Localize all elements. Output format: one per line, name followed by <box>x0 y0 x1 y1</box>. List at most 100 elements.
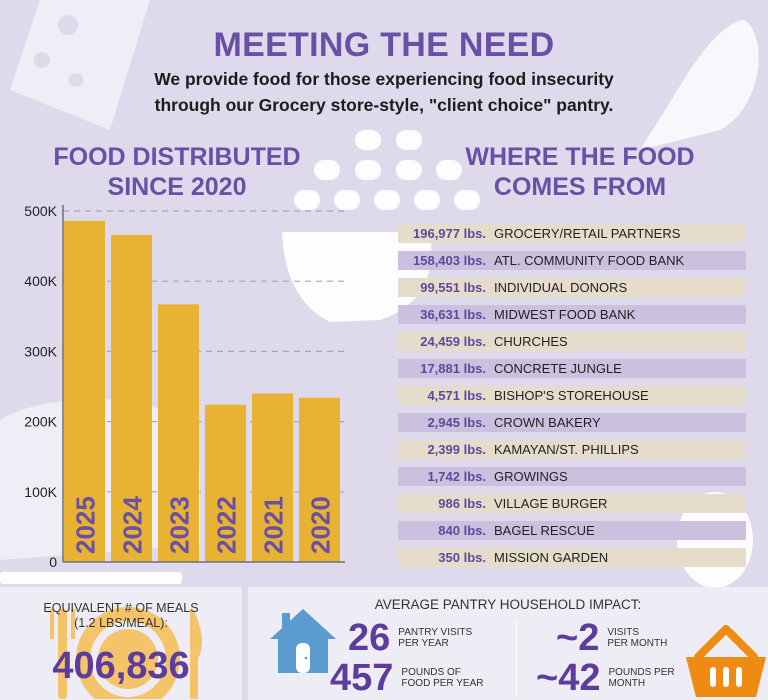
stat-visits-per-month: ~2 VISITS PER MONTH <box>556 619 677 657</box>
food-source-row: 350 lbs. MISSION GARDEN <box>398 548 746 567</box>
food-source-pounds: 1,742 lbs. <box>427 469 486 484</box>
food-source-pounds: 4,571 lbs. <box>427 388 486 403</box>
food-source-name: GROWINGS <box>494 469 568 484</box>
food-distributed-heading-line-1: FOOD DISTRIBUTED <box>53 143 301 171</box>
bar-year-label: 2025 <box>71 496 101 554</box>
stat-number: ~42 <box>536 657 601 699</box>
stat-label: VISITS PER MONTH <box>607 627 677 649</box>
basket-icon <box>686 625 766 697</box>
stat-number: ~2 <box>556 617 600 659</box>
food-source-pounds: 2,399 lbs. <box>427 442 486 457</box>
food-source-pounds: 17,881 lbs. <box>420 361 486 376</box>
y-tick-label: 200K <box>24 414 57 430</box>
household-impact-panel: AVERAGE PANTRY HOUSEHOLD IMPACT: 26 PANT… <box>248 587 768 700</box>
bar-2022 <box>205 404 246 562</box>
bar-year-label: 2023 <box>165 496 195 554</box>
food-source-row: 17,881 lbs. CONCRETE JUNGLE <box>398 359 746 378</box>
stat-label: PANTRY VISITS PER YEAR <box>398 627 488 649</box>
subtitle-line-1: We provide food for those experiencing f… <box>154 69 614 89</box>
stat-label-line-1: POUNDS OF <box>401 667 461 678</box>
food-source-pounds: 986 lbs. <box>438 496 486 511</box>
food-source-name: KAMAYAN/ST. PHILLIPS <box>494 442 639 457</box>
meals-label: EQUIVALENT # OF MEALS (1.2 LBS/MEAL): <box>0 601 242 631</box>
meals-panel: EQUIVALENT # OF MEALS (1.2 LBS/MEAL): 40… <box>0 587 242 700</box>
food-source-name: CHURCHES <box>494 334 568 349</box>
food-source-name: ATL. COMMUNITY FOOD BANK <box>494 253 685 268</box>
food-source-row: 196,977 lbs. GROCERY/RETAIL PARTNERS <box>398 224 746 243</box>
y-tick-label: 0 <box>49 554 57 570</box>
food-source-row: 99,551 lbs. INDIVIDUAL DONORS <box>398 278 746 297</box>
stat-pounds-per-month: ~42 POUNDS PER MONTH <box>536 659 678 697</box>
page-title: MEETING THE NEED <box>213 26 555 64</box>
food-distributed-heading: FOOD DISTRIBUTED SINCE 2020 <box>32 142 322 202</box>
food-source-pounds: 196,977 lbs. <box>413 226 486 241</box>
food-source-pounds: 840 lbs. <box>438 523 486 538</box>
food-sources-list: 196,977 lbs. GROCERY/RETAIL PARTNERS 158,4… <box>398 224 746 575</box>
stat-label-line-1: PANTRY VISITS <box>398 627 473 638</box>
bar-year-label: 2021 <box>259 496 289 554</box>
food-source-row: 2,945 lbs. CROWN BAKERY <box>398 413 746 432</box>
stat-label: POUNDS PER MONTH <box>608 667 678 689</box>
y-tick-label: 100K <box>24 484 57 500</box>
food-source-pounds: 36,631 lbs. <box>420 307 486 322</box>
stat-label-line-2: MONTH <box>608 678 646 689</box>
food-sources-heading-line-1: WHERE THE FOOD <box>465 143 695 171</box>
food-source-name: MISSION GARDEN <box>494 550 609 565</box>
food-source-row: 2,399 lbs. KAMAYAN/ST. PHILLIPS <box>398 440 746 459</box>
stat-number: 26 <box>348 617 391 659</box>
stat-label-line-2: PER MONTH <box>607 638 668 649</box>
stat-label-line-2: PER YEAR <box>398 638 449 649</box>
subtitle-line-2: through our Grocery store-style, "client… <box>154 95 614 115</box>
bar-2024 <box>111 234 152 563</box>
food-source-pounds: 158,403 lbs. <box>413 253 486 268</box>
food-source-name: GROCERY/RETAIL PARTNERS <box>494 226 681 241</box>
bowl-icon <box>282 232 432 322</box>
impact-title: AVERAGE PANTRY HOUSEHOLD IMPACT: <box>374 597 642 612</box>
food-source-row: 4,571 lbs. BISHOP'S STOREHOUSE <box>398 386 746 405</box>
food-source-pounds: 24,459 lbs. <box>420 334 486 349</box>
food-source-row: 158,403 lbs. ATL. COMMUNITY FOOD BANK <box>398 251 746 270</box>
food-source-pounds: 350 lbs. <box>438 550 486 565</box>
meals-label-line-1: EQUIVALENT # OF MEALS <box>43 601 199 615</box>
bar-year-label: 2024 <box>118 496 148 554</box>
food-source-name: BAGEL RESCUE <box>494 523 595 538</box>
food-source-row: 1,742 lbs. GROWINGS <box>398 467 746 486</box>
cheese-icon <box>10 0 150 130</box>
y-tick-label: 400K <box>24 273 57 289</box>
carrot-icon <box>640 20 759 150</box>
bar-2023 <box>158 304 199 562</box>
page-subtitle: We provide food for those experiencing f… <box>0 66 768 118</box>
food-sources-heading: WHERE THE FOOD COMES FROM <box>430 142 730 202</box>
stat-label-line-1: VISITS <box>607 627 640 638</box>
stat-pounds-per-year: 457 POUNDS OF FOOD PER YEAR <box>330 659 491 697</box>
food-source-name: BISHOP'S STOREHOUSE <box>494 388 649 403</box>
food-sources-heading-line-2: COMES FROM <box>493 173 667 201</box>
food-source-row: 986 lbs. VILLAGE BURGER <box>398 494 746 513</box>
y-tick-label: 300K <box>24 343 57 359</box>
stat-label-line-2: FOOD PER YEAR <box>401 678 484 689</box>
food-source-row: 840 lbs. BAGEL RESCUE <box>398 521 746 540</box>
grain-dots <box>294 130 480 210</box>
food-source-name: VILLAGE BURGER <box>494 496 608 511</box>
bar-year-label: 2022 <box>212 496 242 554</box>
food-source-row: 36,631 lbs. MIDWEST FOOD BANK <box>398 305 746 324</box>
food-source-name: MIDWEST FOOD BANK <box>494 307 636 322</box>
meals-value: 406,836 <box>52 645 190 687</box>
bar-year-label: 2020 <box>306 496 336 554</box>
food-source-row: 24,459 lbs. CHURCHES <box>398 332 746 351</box>
y-tick-label: 500K <box>24 203 57 219</box>
food-distributed-chart: 0 100K 200K 300K 400K 500K 2025 2024 2023 2022 202… <box>24 203 345 570</box>
house-icon <box>270 609 336 673</box>
stat-label-line-1: POUNDS PER <box>608 667 675 678</box>
food-source-name: CROWN BAKERY <box>494 415 601 430</box>
bar-2020 <box>299 397 340 562</box>
stat-visits-per-year: 26 PANTRY VISITS PER YEAR <box>348 619 488 657</box>
bar-2025 <box>64 220 105 562</box>
stat-label: POUNDS OF FOOD PER YEAR <box>401 667 491 689</box>
meals-label-line-2: (1.2 LBS/MEAL): <box>74 616 168 630</box>
food-source-pounds: 2,945 lbs. <box>427 415 486 430</box>
food-distributed-heading-line-2: SINCE 2020 <box>107 173 247 201</box>
food-source-name: CONCRETE JUNGLE <box>494 361 622 376</box>
food-source-pounds: 99,551 lbs. <box>420 280 486 295</box>
bar-2021 <box>252 393 293 562</box>
